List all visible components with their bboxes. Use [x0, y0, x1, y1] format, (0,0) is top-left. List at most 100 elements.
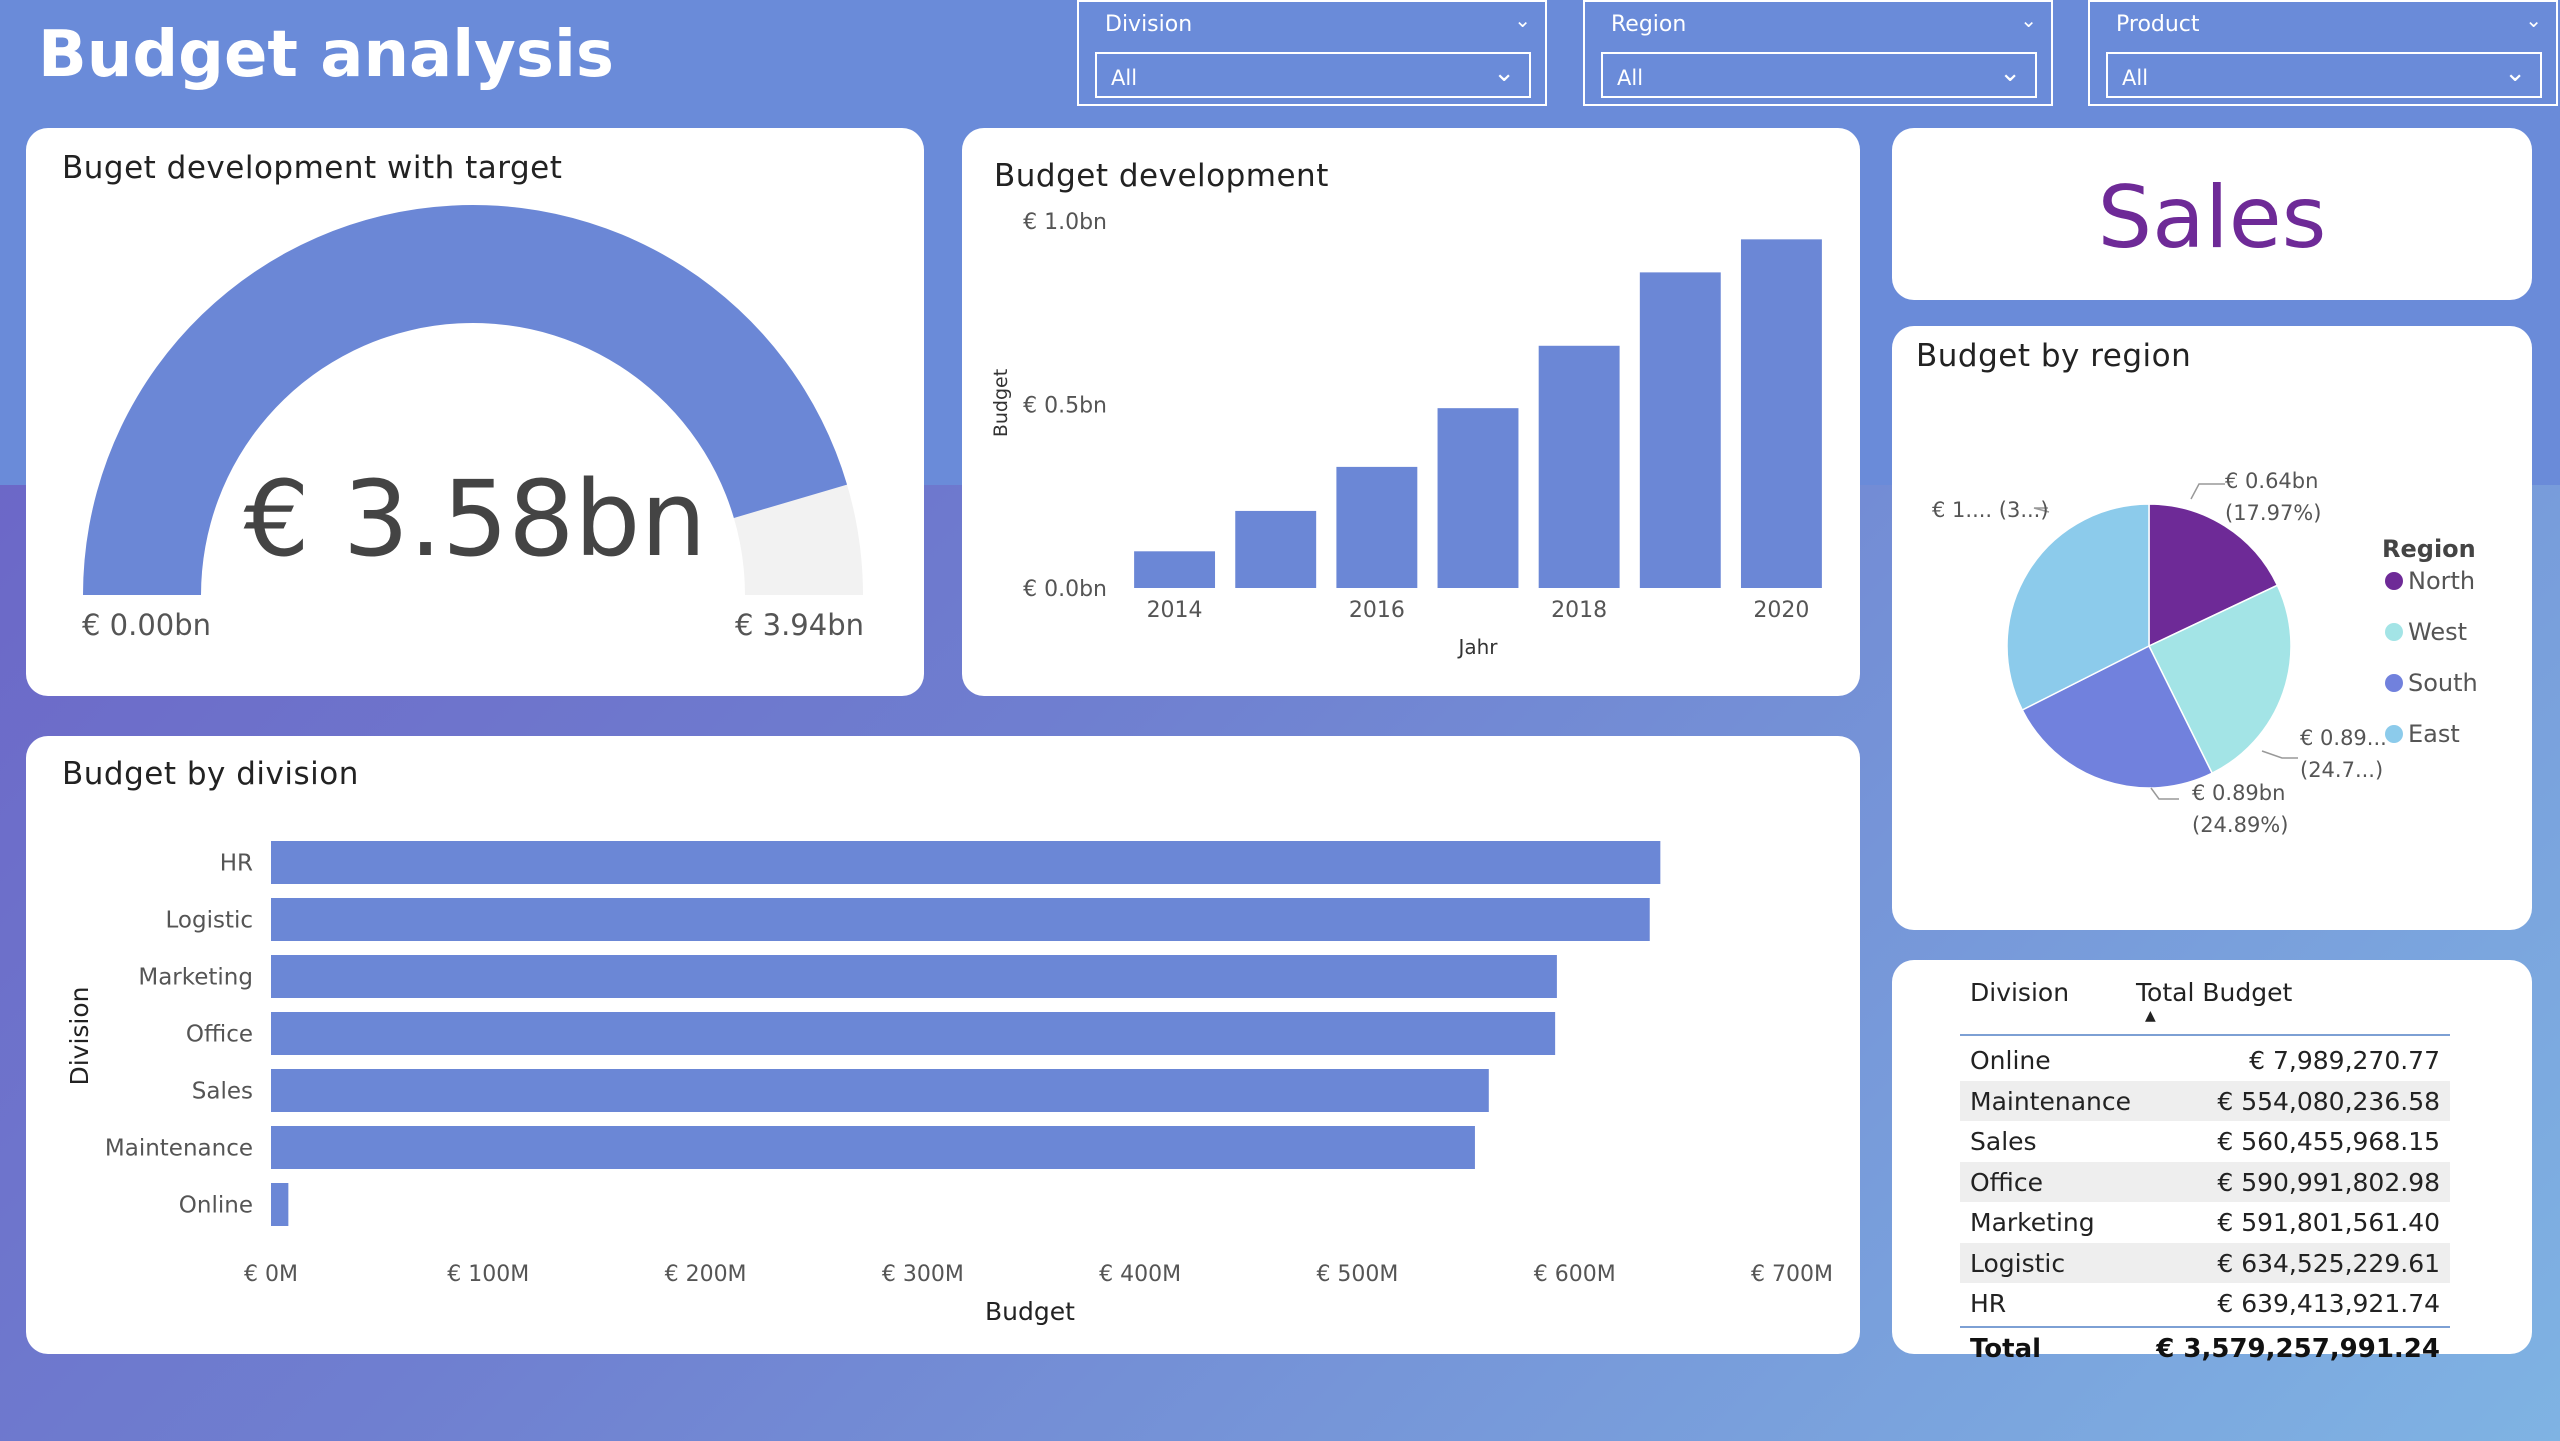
y-axis-label: Division [65, 986, 94, 1085]
cell-division: Maintenance [1970, 1086, 2131, 1116]
dropdown-value: All [2122, 66, 2149, 90]
total-value: € 3,579,257,991.24 [2156, 1333, 2440, 1364]
table-row[interactable]: Logistic € 634,525,229.61 [1960, 1242, 2450, 1283]
legend-item-west[interactable]: West [2408, 618, 2467, 646]
sales-title: Sales [2097, 168, 2327, 268]
dropdown-value: All [1617, 66, 1644, 90]
x-tick-label: € 100M [447, 1262, 529, 1287]
y-tick-label: € 0.0bn [1023, 577, 1107, 602]
chevron-down-icon[interactable]: ⌄ [2020, 8, 2037, 32]
table-row[interactable]: Office € 590,991,802.98 [1960, 1161, 2450, 1202]
x-tick-label: € 700M [1751, 1262, 1833, 1287]
bar-2019[interactable] [1639, 272, 1721, 588]
x-tick-label: € 400M [1099, 1262, 1181, 1287]
legend-item-east[interactable]: East [2408, 720, 2460, 748]
x-tick-label: 2016 [1349, 598, 1405, 623]
legend-item-south[interactable]: South [2408, 669, 2478, 697]
x-tick-label: € 500M [1316, 1262, 1398, 1287]
chevron-down-icon: ⌄ [1493, 58, 1515, 88]
x-axis-label: Jahr [1456, 635, 1498, 659]
region-slicer: Region ⌄ All ⌄ [1583, 0, 2053, 106]
chevron-down-icon[interactable]: ⌄ [1514, 8, 1531, 32]
division-table-card[interactable]: Division Total Budget ▲ Online € 7,989,27… [1892, 960, 2532, 1364]
cell-division: Office [1970, 1167, 2043, 1197]
gauge-fill [83, 204, 848, 595]
bar-maintenance[interactable] [271, 1126, 1475, 1169]
gauge-chart [83, 204, 863, 595]
budget-by-division-card[interactable]: Budget by division HR Logistic Marketing Of… [26, 736, 1860, 1354]
total-divider [1960, 1325, 2450, 1328]
sales-card[interactable]: Sales [1892, 128, 2532, 300]
table-row[interactable]: Marketing € 591,801,561.40 [1960, 1202, 2450, 1242]
cell-division: HR [1970, 1289, 2007, 1318]
bar-office[interactable] [271, 1012, 1556, 1055]
bar-sales[interactable] [271, 1069, 1489, 1112]
bar-hr[interactable] [271, 841, 1661, 884]
table-total-row: Total € 3,579,257,991.24 [1960, 1328, 2450, 1368]
pie-slice-north[interactable] [2148, 503, 2279, 648]
bar-2015[interactable] [1235, 510, 1317, 588]
bar-online[interactable] [271, 1183, 289, 1226]
y-tick-label: Logistic [165, 908, 253, 934]
legend-marker-east [2385, 725, 2403, 743]
cell-division: Logistic [1970, 1248, 2066, 1278]
y-tick-label: Online [179, 1193, 253, 1219]
division-dropdown[interactable]: All ⌄ [1095, 52, 1531, 98]
data-label: € 0.64bn [2225, 469, 2318, 493]
column-header-total-budget[interactable]: Total Budget [2136, 978, 2293, 1007]
bar-marketing[interactable] [271, 955, 1557, 998]
data-label: (24.89%) [2192, 813, 2288, 837]
legend-title: Region [2382, 535, 2476, 563]
pie-slice-east[interactable] [2006, 503, 2150, 711]
chevron-down-icon[interactable]: ⌄ [2525, 8, 2542, 32]
x-tick-label: € 200M [665, 1262, 747, 1287]
legend-marker-north [2385, 572, 2403, 590]
division-slicer: Division ⌄ All ⌄ [1077, 0, 1547, 106]
bar-2014[interactable] [1134, 551, 1216, 588]
column-header-division[interactable]: Division [1970, 978, 2070, 1007]
cell-division: Online [1970, 1046, 2051, 1075]
bar-logistic[interactable] [271, 898, 1650, 941]
bar-2016[interactable] [1336, 466, 1418, 588]
cell-division: Marketing [1970, 1208, 2095, 1237]
product-dropdown[interactable]: All ⌄ [2106, 52, 2542, 98]
budget-by-region-title: Budget by region [1916, 338, 2192, 374]
bar-2018[interactable] [1538, 345, 1620, 588]
region-dropdown[interactable]: All ⌄ [1601, 52, 2037, 98]
cell-division: Sales [1970, 1127, 2037, 1156]
y-tick-label: Marketing [138, 965, 253, 991]
table-row[interactable]: Maintenance € 554,080,236.58 [1960, 1080, 2450, 1121]
y-tick-label: Sales [192, 1079, 253, 1105]
pie-slice-south[interactable] [2021, 644, 2214, 789]
budget-development-card[interactable]: Budget development € 0.0bn € 0.5bn € 1.0bn… [962, 128, 1860, 696]
bar-2020[interactable] [1740, 239, 1822, 588]
y-tick-label: € 0.5bn [1023, 394, 1107, 419]
product-slicer: Product ⌄ All ⌄ [2088, 0, 2558, 106]
legend-marker-south [2385, 674, 2403, 692]
x-tick-label: 2014 [1147, 598, 1203, 623]
table-row[interactable]: Online € 7,989,270.77 [1960, 1040, 2450, 1080]
data-label: € 1.... (3...) [1932, 498, 2049, 522]
budget-by-region-card[interactable]: Budget by region € 0.64bn (17.97%) € 1....… [1892, 326, 2532, 930]
data-label: € 0.89... [2300, 726, 2387, 750]
y-axis-label: Budget [990, 369, 1012, 437]
gauge-card[interactable]: Buget development with target € 3.58bn €… [26, 128, 924, 696]
pie-slice-west[interactable] [2147, 584, 2292, 775]
y-tick-label: Office [186, 1022, 253, 1048]
legend-item-north[interactable]: North [2408, 567, 2475, 595]
table-row[interactable]: HR € 639,413,921.74 [1960, 1283, 2450, 1323]
cell-total-budget: € 590,991,802.98 [2217, 1167, 2440, 1197]
cell-total-budget: € 634,525,229.61 [2217, 1248, 2440, 1278]
slicer-label: Region [1611, 12, 1687, 37]
table-row[interactable]: Sales € 560,455,968.15 [1960, 1121, 2450, 1161]
leader-line [2190, 483, 2225, 500]
bar-2017[interactable] [1437, 408, 1519, 588]
x-axis-label: Budget [985, 1297, 1075, 1326]
data-label: (24.7...) [2300, 758, 2383, 782]
chevron-down-icon: ⌄ [2504, 58, 2526, 88]
gauge-title: Buget development with target [62, 150, 563, 186]
leader-line [2033, 507, 2050, 513]
x-tick-label: 2020 [1753, 598, 1809, 623]
data-label: € 0.89bn [2192, 781, 2285, 805]
slicer-label: Product [2116, 12, 2200, 37]
